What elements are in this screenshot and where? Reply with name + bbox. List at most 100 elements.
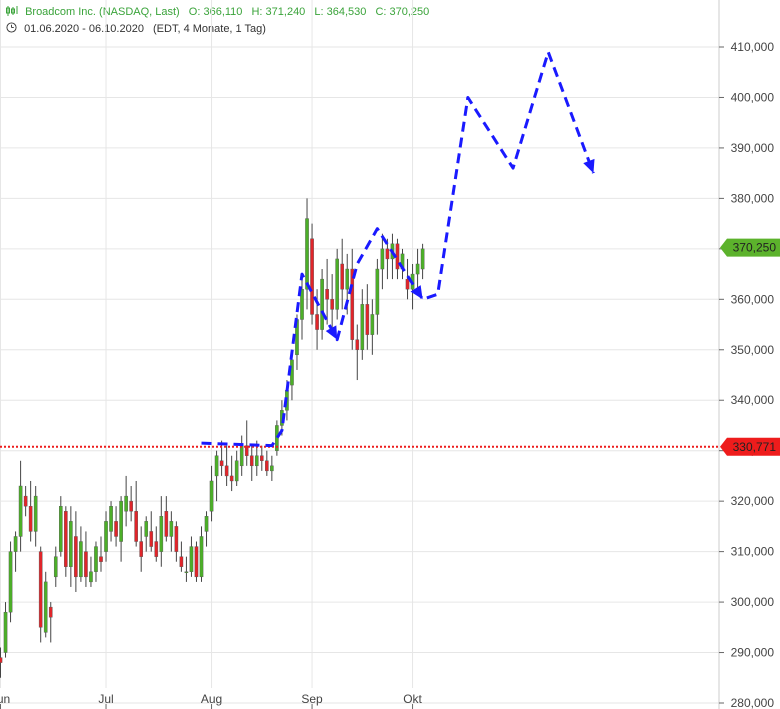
candle-body <box>219 460 224 467</box>
candle-body <box>139 541 144 557</box>
candle-body <box>99 556 103 562</box>
candle-body <box>84 551 88 578</box>
candle-body <box>239 445 244 467</box>
support-price-tag: 330,771 <box>720 437 780 456</box>
candle-body <box>129 500 133 512</box>
projection-path <box>201 50 595 448</box>
candle-body <box>249 455 254 467</box>
open-value: O: 366,110 <box>188 6 243 18</box>
last-price-tag: 370,250 <box>720 238 780 257</box>
candle-body <box>124 495 128 512</box>
candle-body <box>74 536 78 578</box>
candle-body <box>335 258 339 310</box>
y-tick-label: 320,000 <box>731 494 775 508</box>
candle-body <box>265 460 269 472</box>
x-tick-label: Jul <box>98 692 113 706</box>
high-value: H: 371,240 <box>251 6 306 18</box>
candle-body <box>305 218 309 290</box>
close-value: C: 370,250 <box>375 6 430 18</box>
candle-body <box>119 500 123 542</box>
candle-body <box>229 475 234 482</box>
candle-body <box>144 521 149 537</box>
low-value: L: 364,530 <box>314 6 367 18</box>
candle-body <box>360 304 365 350</box>
candlestick-icon <box>6 6 18 16</box>
candle-body <box>28 506 33 532</box>
candle-body <box>325 289 329 300</box>
candle-body <box>340 263 345 290</box>
y-tick-label: 360,000 <box>731 292 775 306</box>
candle-body <box>214 455 219 477</box>
candle-body <box>134 511 138 542</box>
candle-body <box>69 521 73 567</box>
candle-body <box>420 248 425 270</box>
date-range: 01.06.2020 - 06.10.2020 <box>24 23 144 35</box>
y-tick-label: 300,000 <box>731 595 775 609</box>
candle-body <box>350 268 355 340</box>
candle-body <box>375 268 380 315</box>
candle-body <box>189 546 194 572</box>
candle-body <box>204 516 209 532</box>
y-tick-label: 290,000 <box>731 646 775 660</box>
chart-header-range: 01.06.2020 - 06.10.2020 (EDT, 4 Monate, … <box>6 22 272 35</box>
support-price-tag-shape <box>720 437 780 456</box>
candle-body <box>244 445 249 456</box>
candle-body <box>260 455 264 461</box>
candle-body <box>149 531 154 547</box>
candle-body <box>89 571 93 583</box>
candle-body <box>270 465 274 472</box>
x-tick-label: Okt <box>403 692 422 706</box>
y-tick-label: 380,000 <box>731 191 775 205</box>
y-tick-label: 340,000 <box>731 393 775 407</box>
candle-body <box>194 546 199 578</box>
chart-header-instrument: Broadcom Inc. (NASDAQ, Last) O: 366,110 … <box>6 6 441 18</box>
projection-arrowhead <box>583 158 595 174</box>
candle-body <box>79 541 83 578</box>
x-tick-label: Aug <box>201 692 222 706</box>
candle-body <box>59 506 63 552</box>
candle-body <box>254 455 259 467</box>
candle-body <box>345 268 350 290</box>
x-tick-label: Jun <box>0 692 10 706</box>
y-tick-label: 410,000 <box>731 40 775 54</box>
last-price-tag-label: 370,250 <box>733 241 777 255</box>
y-tick-label: 350,000 <box>731 343 775 357</box>
period-info: (EDT, 4 Monate, 1 Tag) <box>153 23 266 35</box>
support-price-tag-label: 330,771 <box>733 440 777 454</box>
x-tick-label: Sep <box>301 692 323 706</box>
candle-body <box>224 465 229 477</box>
y-tick-label: 390,000 <box>731 141 775 155</box>
clock-icon <box>6 22 17 33</box>
candle-body <box>8 551 13 613</box>
candle-body <box>164 511 169 537</box>
y-tick-label: 310,000 <box>731 545 775 559</box>
candle-body <box>53 556 58 578</box>
candle-body <box>370 314 375 335</box>
candle-body <box>209 480 214 512</box>
candle-body <box>154 541 159 557</box>
candle-body <box>23 495 28 507</box>
candle-body <box>159 516 164 552</box>
candle-body <box>48 606 53 618</box>
candle-body <box>380 248 385 270</box>
candle-body <box>64 511 68 567</box>
candle-body <box>355 339 360 350</box>
candle-body <box>3 611 8 653</box>
last-price-tag-shape <box>720 238 780 257</box>
candle-body <box>330 299 334 310</box>
candle-body <box>0 657 3 663</box>
candle-body <box>109 506 113 532</box>
projection-arrowhead <box>410 285 423 300</box>
candle-body <box>13 536 18 552</box>
candle-body <box>365 304 370 335</box>
candle-body <box>33 495 38 532</box>
candle-body <box>320 278 324 330</box>
candle-body <box>415 263 420 275</box>
candle-body <box>169 521 174 537</box>
candle-body <box>385 248 390 260</box>
candle-body <box>234 460 239 482</box>
candle-body <box>184 571 189 573</box>
candle-body <box>179 556 184 567</box>
candle-body <box>300 289 304 320</box>
